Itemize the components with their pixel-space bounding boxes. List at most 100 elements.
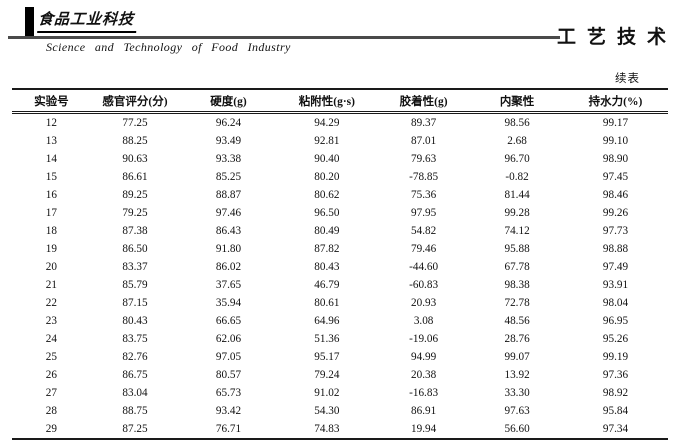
table-cell: 97.45 xyxy=(602,171,629,183)
table-cell: -60.83 xyxy=(409,279,439,291)
table-cell: 95.84 xyxy=(602,405,629,417)
table-cell: 20 xyxy=(45,261,57,273)
table-cell: 66.65 xyxy=(215,315,242,327)
table-cell: 14 xyxy=(45,153,57,165)
table-cell: 80.20 xyxy=(314,171,340,183)
table-cell: 23 xyxy=(45,315,57,327)
table-cell: 91.02 xyxy=(314,387,340,399)
journal-logo-cn: 食品工业科技 xyxy=(37,8,138,33)
table-cell: 72.78 xyxy=(504,297,530,309)
table-cell: 81.44 xyxy=(504,189,530,201)
table-cell: 90.40 xyxy=(314,153,340,165)
table-cell: 88.87 xyxy=(215,189,242,201)
table-cell: 67.78 xyxy=(504,261,530,273)
table-cell: 29 xyxy=(12,420,91,440)
table-cell: 48.56 xyxy=(504,315,530,327)
table-cell: 22 xyxy=(45,297,57,309)
table-cell: 18 xyxy=(45,225,57,237)
table-cell: 85.79 xyxy=(122,279,148,291)
table-cell: 77.25 xyxy=(122,117,148,129)
table-cell: 13.92 xyxy=(504,369,530,381)
table-cell: 19 xyxy=(45,243,57,255)
table-cell: 24 xyxy=(45,333,57,345)
table-cell: 97.49 xyxy=(602,261,629,273)
table-row: 22 87.15 35.94 80.61 20.93 72.78 98.04 xyxy=(12,294,668,312)
table-cell: 98.46 xyxy=(602,189,629,201)
table-cell: 12 xyxy=(45,117,57,129)
table-cell: 98.04 xyxy=(602,297,629,309)
table-cell: 86.75 xyxy=(122,369,148,381)
table-cell: 97.46 xyxy=(215,207,242,219)
table-row: 15 86.61 85.25 80.20 -78.85 -0.82 97.45 xyxy=(12,168,668,186)
table-cell: 90.63 xyxy=(122,153,148,165)
table-cell: -19.06 xyxy=(409,333,439,345)
table-cell: 76.71 xyxy=(179,420,278,440)
table-cell: 95.88 xyxy=(504,243,530,255)
table-cell: 75.36 xyxy=(411,189,437,201)
table-cell: 94.29 xyxy=(314,117,340,129)
table-cell: -78.85 xyxy=(409,171,439,183)
table-row: 23 80.43 66.65 64.96 3.08 48.56 96.95 xyxy=(12,312,668,330)
table-cell: 87.01 xyxy=(411,135,437,147)
table-cell: 87.82 xyxy=(314,243,340,255)
table-cell: 98.90 xyxy=(602,153,629,165)
table-row: 27 83.04 65.73 91.02 -16.83 33.30 98.92 xyxy=(12,384,668,402)
table-cell: 85.25 xyxy=(215,171,242,183)
table-cell: 26 xyxy=(45,369,57,381)
table-cell: 99.17 xyxy=(602,117,629,129)
table-cell: 17 xyxy=(45,207,57,219)
table-cell: -0.82 xyxy=(505,171,529,183)
table-cell: 80.57 xyxy=(215,369,242,381)
table-cell: 65.73 xyxy=(215,387,242,399)
table-cell: 54.82 xyxy=(411,225,437,237)
table-cell: 20.93 xyxy=(411,297,437,309)
column-header: 胶着性(g) xyxy=(376,88,472,114)
table-cell: 97.05 xyxy=(215,351,242,363)
table-cell: 89.37 xyxy=(411,117,437,129)
section-title: 工艺技术 xyxy=(556,27,673,48)
table-cell: 2.68 xyxy=(507,135,527,147)
table-cell: 82.76 xyxy=(122,351,148,363)
table-cell: 13 xyxy=(45,135,57,147)
table-row: 20 83.37 86.02 80.43 -44.60 67.78 97.49 xyxy=(12,258,668,276)
table-body: 12 77.25 96.24 94.29 89.37 98.56 99.17 13 88.25 9… xyxy=(12,113,668,440)
table-cell: 86.61 xyxy=(122,171,148,183)
table-row: 12 77.25 96.24 94.29 89.37 98.56 99.17 xyxy=(12,113,668,133)
table-cell: 97.34 xyxy=(562,420,668,440)
column-header: 内聚性 xyxy=(471,88,563,114)
table-cell: 87.15 xyxy=(122,297,148,309)
table-cell: 88.75 xyxy=(122,405,148,417)
table-cell: 99.26 xyxy=(602,207,629,219)
masthead-rule xyxy=(8,36,560,39)
table-cell: 86.91 xyxy=(411,405,437,417)
table-cell: 99.07 xyxy=(504,351,530,363)
table-cell: 97.73 xyxy=(602,225,629,237)
table-cell: 91.80 xyxy=(215,243,242,255)
table-cell: 86.50 xyxy=(122,243,148,255)
table-cell: 80.43 xyxy=(122,315,148,327)
table-cell: 80.61 xyxy=(314,297,340,309)
table-cell: 27 xyxy=(45,387,57,399)
table-cell: 46.79 xyxy=(314,279,340,291)
table-cell: -44.60 xyxy=(409,261,439,273)
table-cell: 83.37 xyxy=(122,261,148,273)
table-row: 13 88.25 93.49 92.81 87.01 2.68 99.10 xyxy=(12,132,668,150)
table-cell: 80.49 xyxy=(314,225,340,237)
table-cell: 99.28 xyxy=(504,207,530,219)
table-row: 18 87.38 86.43 80.49 54.82 74.12 97.73 xyxy=(12,222,668,240)
table-cell: 79.24 xyxy=(314,369,340,381)
table-cell: 96.95 xyxy=(602,315,629,327)
table-cell: 83.04 xyxy=(122,387,148,399)
table-cell: 74.83 xyxy=(277,420,377,440)
table-cell: 93.91 xyxy=(602,279,629,291)
table-row: 28 88.75 93.42 54.30 86.91 97.63 95.84 xyxy=(12,402,668,420)
table-cell: 15 xyxy=(45,171,57,183)
table-cell: 98.92 xyxy=(602,387,629,399)
table-cell: 97.63 xyxy=(504,405,530,417)
table-row: 24 83.75 62.06 51.36 -19.06 28.76 95.26 xyxy=(12,330,668,348)
results-table: 实验号 感官评分(分) 硬度(g) 粘附性(g·s) 胶着性(g) 内聚性 持水力(%) 1… xyxy=(12,88,668,440)
column-header: 实验号 xyxy=(12,88,91,114)
table-header-row: 实验号 感官评分(分) 硬度(g) 粘附性(g·s) 胶着性(g) 内聚性 持水力(%) xyxy=(12,88,668,114)
column-header: 感官评分(分) xyxy=(90,88,180,114)
table-cell: 80.43 xyxy=(314,261,340,273)
